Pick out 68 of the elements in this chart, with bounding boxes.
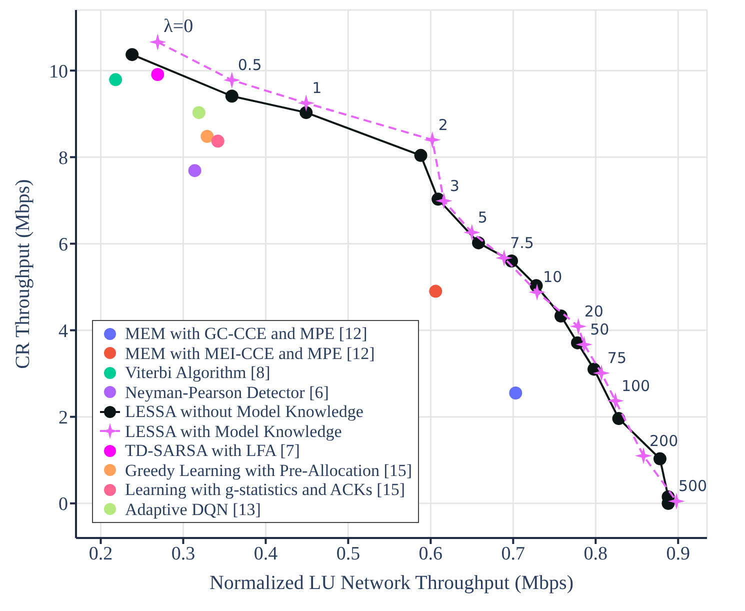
annotation: 0.5 bbox=[238, 56, 262, 74]
point bbox=[606, 392, 624, 410]
point bbox=[414, 148, 428, 162]
annotation: 50 bbox=[590, 320, 610, 339]
legend-label: Neyman-Pearson Detector [6] bbox=[125, 382, 329, 402]
x-tick-label: 0.7 bbox=[501, 543, 526, 564]
annotation: λ=0 bbox=[164, 16, 194, 38]
x-tick-label: 0.5 bbox=[336, 543, 360, 564]
annotation: 200 bbox=[649, 432, 678, 450]
point bbox=[149, 34, 166, 51]
x-axis-title: Normalized LU Network Throughput (Mbps) bbox=[209, 572, 574, 594]
y-tick-label: 10 bbox=[49, 61, 68, 82]
legend-label: LESSA with Model Knowledge bbox=[125, 422, 342, 441]
point bbox=[634, 447, 652, 464]
annotation: 75 bbox=[607, 349, 627, 368]
point bbox=[576, 336, 593, 354]
x-tick-label: 0.6 bbox=[418, 543, 443, 564]
y-tick-label: 4 bbox=[58, 321, 68, 342]
point bbox=[126, 48, 139, 62]
legend-label: Learning with g-statistics and ACKs [15] bbox=[125, 480, 405, 500]
legend-label: LESSA without Model Knowledge bbox=[125, 402, 364, 422]
point bbox=[109, 73, 122, 86]
point bbox=[509, 386, 522, 400]
point bbox=[668, 492, 685, 510]
point bbox=[554, 309, 568, 322]
point bbox=[300, 106, 313, 120]
x-tick-label: 0.2 bbox=[88, 543, 113, 564]
point bbox=[223, 72, 240, 89]
annotation: 3 bbox=[450, 176, 460, 195]
annotation: 10 bbox=[543, 268, 562, 286]
x-tick-label: 0.9 bbox=[666, 543, 690, 564]
point bbox=[211, 134, 224, 148]
annotation: 1 bbox=[312, 79, 322, 98]
point bbox=[298, 94, 315, 112]
point bbox=[463, 224, 480, 241]
point bbox=[225, 90, 238, 103]
y-tick-label: 8 bbox=[58, 148, 68, 169]
legend-label: MEM with MEI-CCE and MPE [12] bbox=[125, 344, 375, 363]
point bbox=[592, 364, 610, 382]
annotation: 100 bbox=[621, 376, 650, 395]
point bbox=[188, 164, 202, 178]
point bbox=[528, 284, 546, 301]
annotation: 2 bbox=[438, 116, 448, 134]
legend-label: TD-SARSA with LFA [7] bbox=[125, 441, 300, 460]
legend-label: MEM with GC-CCE and MPE [12] bbox=[125, 324, 368, 344]
point bbox=[200, 130, 214, 143]
legend-label: Greedy Learning with Pre-Allocation [15] bbox=[125, 460, 412, 480]
point bbox=[570, 318, 587, 335]
point bbox=[429, 284, 442, 298]
legend-label: Viterbi Algorithm [8] bbox=[125, 363, 270, 382]
x-tick-label: 0.3 bbox=[171, 543, 196, 564]
annotation: 5 bbox=[478, 208, 488, 226]
y-axis-title: CR Throughput (Mbps) bbox=[12, 179, 34, 369]
point bbox=[435, 192, 452, 210]
y-tick-label: 6 bbox=[58, 234, 68, 256]
annotation: 7.5 bbox=[510, 234, 534, 252]
point bbox=[151, 68, 164, 81]
point bbox=[192, 106, 206, 120]
x-tick-label: 0.4 bbox=[254, 543, 278, 564]
annotation: 20 bbox=[584, 302, 604, 320]
point bbox=[496, 249, 513, 266]
y-tick-label: 0 bbox=[58, 494, 68, 516]
x-tick-label: 0.8 bbox=[584, 543, 608, 564]
annotation: 500 bbox=[678, 477, 708, 496]
point bbox=[653, 452, 666, 466]
point bbox=[424, 131, 441, 148]
y-tick-label: 2 bbox=[58, 408, 68, 429]
legend-label: Adaptive DQN [13] bbox=[125, 500, 261, 519]
